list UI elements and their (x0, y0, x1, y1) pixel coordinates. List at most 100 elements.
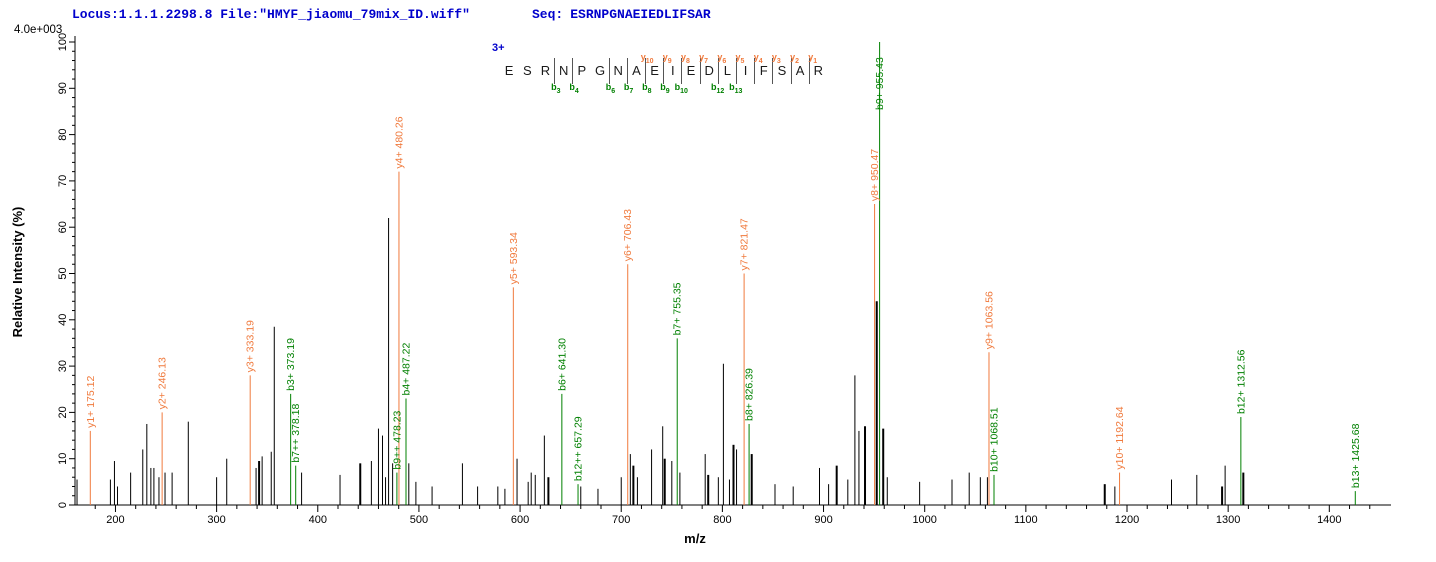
fragmentation-divider (681, 58, 683, 84)
fragmentation-divider (645, 58, 646, 84)
residue-5-P: P (577, 63, 587, 78)
y-ion-map-label-y6: y6 (717, 52, 727, 65)
peak-label-y9+: y9+ 1063.56 (983, 291, 995, 349)
peak-label-b3+: b3+ 373.19 (285, 338, 297, 391)
peak-label-y7+: y7+ 821.47 (739, 218, 751, 270)
y-ion-map-label-y5: y5 (735, 52, 745, 65)
x-tick-label: 1000 (912, 514, 936, 526)
peak-label-b12++: b12++ 657.29 (573, 416, 585, 481)
peak-label-y5+: y5+ 593.34 (508, 232, 520, 284)
fragmentation-divider (663, 58, 665, 84)
ion-number: 6 (611, 87, 616, 95)
x-tick-label: 300 (207, 514, 225, 526)
precursor-charge-label: 3+ (492, 42, 505, 54)
ion-number: 13 (734, 87, 743, 95)
seq-value: ESRNPGNAEIEDLIFSAR (570, 7, 711, 22)
ion-number: 4 (574, 87, 579, 95)
ion-number: 4 (758, 57, 763, 65)
peak-label-y10+: y10+ 1192.64 (1114, 406, 1126, 469)
peak-label-y2+: y2+ 246.13 (157, 357, 169, 409)
y-ion-map-label-y1: y1 (808, 52, 818, 65)
peak-label-b10+: b10+ 1068.51 (988, 407, 1000, 472)
y-tick-label: 30 (57, 360, 69, 372)
fragmentation-divider (790, 58, 792, 84)
y-tick-label: 90 (57, 82, 69, 94)
peak-label-y1+: y1+ 175.12 (85, 376, 97, 428)
x-tick-label: 400 (309, 514, 327, 526)
x-tick-label: 1100 (1014, 514, 1038, 526)
b-ion-map-label-b12: b12 (710, 82, 725, 95)
peak-labels-layer: y1+ 175.12 y2+ 246.13 y3+ 333.19 b3+ 373.19… (85, 57, 1362, 488)
seq-label: Seq: (532, 7, 564, 22)
y-tick-label: 60 (57, 221, 69, 233)
ion-number: 6 (722, 57, 727, 65)
peak-label-y8+: y8+ 950.47 (869, 149, 881, 201)
ion-number: 1 (813, 57, 818, 65)
y-ion-map-label-y8: y8 (680, 52, 690, 65)
peak-label-y4+: y4+ 480.26 (393, 116, 405, 168)
fragmentation-divider (626, 58, 628, 84)
peaks-layer (76, 42, 1356, 505)
intensity-scale-label: 4.0e+003 (14, 24, 63, 36)
peak-label-b12+: b12+ 1312.56 (1235, 349, 1247, 414)
x-tick-label: 500 (410, 514, 428, 526)
peak-label-b7+: b7+ 755.35 (672, 282, 684, 335)
ion-number: 7 (629, 87, 634, 95)
y-ion-map-label-y4: y4 (753, 52, 763, 65)
y-ion-map-label-y10: y10 (640, 52, 654, 65)
header-locus: Locus:1.1.1.2298.8 File:"HMYF_jiaomu_79m… (72, 7, 470, 22)
ion-number: 12 (716, 87, 725, 95)
peak-label-b4+: b4+ 487.22 (400, 343, 412, 396)
b-ion-map-label-b3: b3 (551, 82, 561, 95)
b-ion-map-label-b4: b4 (569, 82, 579, 95)
peak-label-y6+: y6+ 706.43 (622, 209, 634, 261)
y-tick-label: 20 (57, 406, 69, 418)
residue-18-R: R (813, 63, 823, 78)
b-ion-map-label-b10: b10 (674, 82, 688, 95)
y-axis-title: Relative Intensity (%) (10, 207, 25, 338)
ion-number: 5 (740, 57, 745, 65)
ion-number: 9 (667, 57, 672, 65)
y-ion-map-label-y7: y7 (699, 52, 709, 65)
x-tick-label: 1200 (1115, 514, 1139, 526)
fragmentation-divider (735, 58, 737, 84)
y-ion-map-label-y9: y9 (662, 52, 672, 65)
axes: 200 300 400 500 600 700 800 900 1000 1100 1200 1300… (57, 33, 1391, 526)
ion-number: 7 (704, 57, 709, 65)
fragmentation-divider (572, 58, 574, 84)
y-tick-label: 70 (57, 175, 69, 187)
ion-number: 8 (685, 57, 690, 65)
ion-number: 2 (795, 57, 799, 65)
x-tick-label: 1400 (1317, 514, 1341, 526)
b-ion-map-label-b6: b6 (605, 82, 616, 95)
peak-label-b9+: b9+ 955.43 (874, 57, 886, 110)
y-ion-map-label-y3: y3 (771, 52, 781, 65)
peak-label-b6+: b6+ 641.30 (556, 338, 568, 391)
b-ion-map-label-b7: b7 (623, 82, 634, 95)
residue-1-E: E (504, 63, 514, 78)
y-tick-label: 100 (57, 33, 69, 51)
x-tick-label: 700 (612, 514, 630, 526)
ion-number: 10 (645, 57, 654, 65)
residue-2-S: S (522, 63, 532, 78)
x-tick-label: 200 (106, 514, 124, 526)
ion-number: 3 (556, 87, 561, 95)
fragmentation-divider (808, 58, 810, 84)
fragmentation-divider (608, 58, 610, 84)
fragmentation-divider (717, 58, 719, 84)
x-tick-label: 1300 (1216, 514, 1240, 526)
